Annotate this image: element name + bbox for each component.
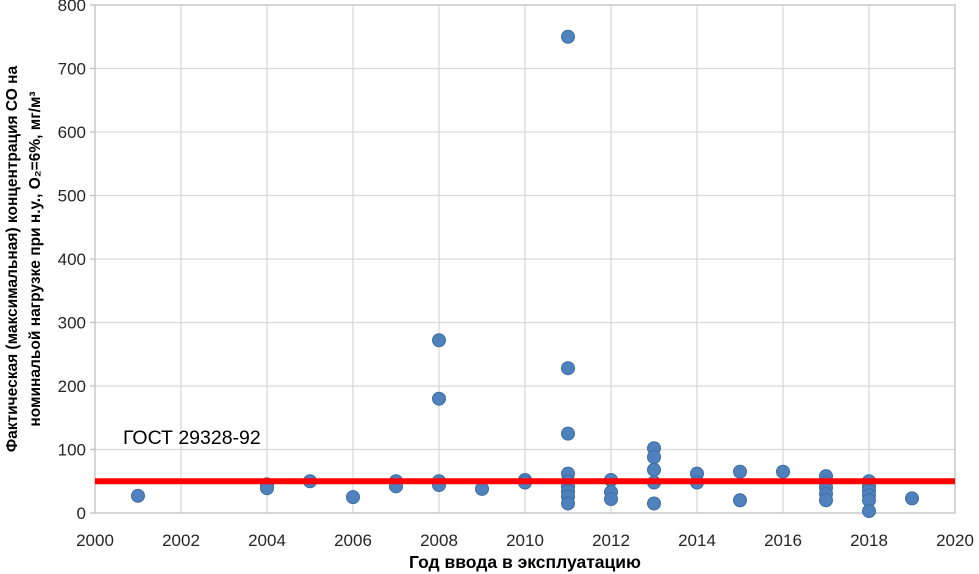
data-point: [733, 493, 747, 508]
data-point: [862, 504, 876, 519]
data-point: [905, 491, 919, 506]
data-point: [776, 464, 790, 479]
y-axis-title-line2: номинальой нагрузке при н.у., О₂=6%, мг/…: [27, 91, 44, 426]
y-tick-label: 800: [58, 0, 86, 15]
x-tick-label: 2004: [248, 531, 286, 550]
tick-labels: 2000 2002 2004 2006 2008 2010 2012 2014 2016 2018…: [58, 0, 974, 550]
data-point: [604, 492, 618, 507]
gridlines: [90, 4, 956, 514]
x-tick-label: 2010: [506, 531, 544, 550]
x-tick-label: 2018: [850, 531, 888, 550]
data-point: [647, 450, 661, 465]
x-axis-title: Год ввода в эксплуатацию: [409, 552, 641, 572]
x-tick-label: 2000: [76, 531, 114, 550]
x-tick-label: 2014: [678, 531, 716, 550]
x-tick-label: 2002: [162, 531, 200, 550]
x-tick-label: 2012: [592, 531, 630, 550]
data-point: [475, 481, 489, 496]
data-point: [733, 464, 747, 479]
gost-limit-label: ГОСТ 29328-92: [123, 427, 261, 449]
y-tick-label: 600: [58, 123, 86, 142]
data-point: [432, 391, 446, 406]
data-point: [561, 426, 575, 441]
y-tick-label: 100: [58, 441, 86, 460]
data-point: [819, 493, 833, 508]
x-tick-label: 2006: [334, 531, 372, 550]
data-point: [131, 488, 145, 503]
data-point: [561, 496, 575, 511]
data-point: [647, 462, 661, 477]
x-tick-label: 2008: [420, 531, 458, 550]
x-tick-label: 2016: [764, 531, 802, 550]
data-point: [647, 496, 661, 511]
data-point: [561, 29, 575, 44]
y-tick-label: 400: [58, 250, 86, 269]
y-tick-label: 300: [58, 314, 86, 333]
data-point: [561, 361, 575, 376]
y-tick-label: 500: [58, 187, 86, 206]
y-tick-label: 0: [77, 504, 86, 523]
data-point: [346, 490, 360, 505]
y-axis-title-line1: Фактическая (максимальная) концентрация …: [4, 66, 21, 453]
y-tick-label: 200: [58, 377, 86, 396]
y-tick-label: 700: [58, 60, 86, 79]
data-point: [432, 333, 446, 348]
x-tick-label: 2020: [936, 531, 974, 550]
